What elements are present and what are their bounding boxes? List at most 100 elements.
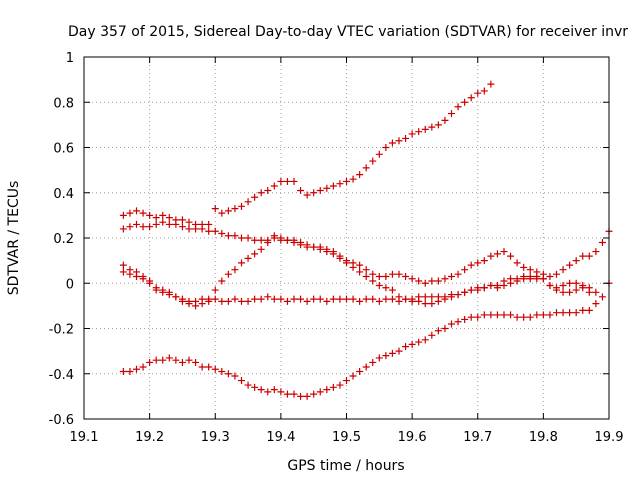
- data-point: [303, 392, 311, 400]
- data-point: [356, 261, 364, 269]
- data-point: [415, 338, 423, 346]
- data-point: [310, 243, 318, 251]
- data-point: [192, 302, 200, 310]
- data-point: [592, 288, 600, 296]
- data-point: [579, 252, 587, 260]
- data-point: [277, 236, 285, 244]
- data-point: [244, 198, 252, 206]
- data-point: [323, 386, 331, 394]
- data-point: [454, 270, 462, 278]
- data-point: [585, 288, 593, 296]
- data-point: [441, 295, 449, 303]
- data-point: [493, 311, 501, 319]
- data-point: [382, 352, 390, 360]
- data-point: [218, 277, 226, 285]
- data-point: [448, 293, 455, 301]
- data-point: [211, 205, 219, 213]
- data-point: [487, 311, 495, 319]
- data-point: [159, 218, 167, 226]
- data-point: [434, 277, 442, 285]
- y-tick-label: -0.6: [49, 413, 74, 428]
- x-tick-labels: 19.1 19.2 19.3 19.4 19.5 19.6 19.7 19.8 19.9: [70, 430, 624, 445]
- data-point: [316, 295, 324, 303]
- data-point: [408, 130, 416, 138]
- y-tick-label: -0.2: [49, 323, 74, 338]
- data-point: [264, 388, 272, 396]
- data-point: [480, 311, 488, 319]
- data-point: [251, 236, 259, 244]
- data-point: [395, 137, 403, 145]
- data-point: [224, 232, 232, 240]
- data-point: [343, 377, 350, 385]
- data-point: [592, 300, 600, 308]
- data-point: [493, 250, 501, 258]
- data-point: [467, 261, 475, 269]
- data-point: [559, 266, 567, 274]
- data-point: [211, 365, 219, 373]
- data-point: [343, 295, 350, 303]
- data-point: [428, 123, 436, 131]
- data-point: [343, 177, 350, 185]
- data-point: [323, 297, 331, 305]
- data-point: [119, 268, 127, 276]
- data-point: [434, 327, 442, 335]
- data-point: [297, 239, 305, 247]
- data-point: [224, 370, 232, 378]
- data-point: [257, 189, 265, 197]
- data-point: [159, 356, 167, 364]
- data-point: [487, 80, 495, 88]
- data-point: [388, 139, 396, 147]
- data-point: [283, 236, 291, 244]
- data-point: [336, 381, 344, 389]
- data-point: [493, 282, 501, 290]
- grid-layer: [84, 57, 609, 419]
- data-point: [277, 295, 285, 303]
- data-point: [428, 331, 436, 339]
- data-point: [119, 367, 127, 375]
- data-point: [316, 245, 324, 253]
- y-axis-label: SDTVAR / TECUs: [6, 181, 22, 296]
- data-point: [566, 288, 574, 296]
- data-point: [428, 293, 436, 301]
- data-point: [513, 259, 521, 267]
- data-point: [297, 186, 305, 194]
- data-point: [395, 347, 403, 355]
- data-point: [454, 291, 462, 299]
- data-point: [231, 372, 239, 380]
- data-point: [434, 297, 442, 305]
- points-layer: [119, 80, 613, 400]
- data-point: [290, 236, 298, 244]
- data-point: [421, 300, 429, 308]
- data-point: [224, 270, 232, 278]
- data-point: [178, 297, 186, 305]
- data-point: [336, 295, 344, 303]
- data-point: [474, 313, 482, 321]
- x-tick-label: 19.6: [398, 430, 427, 445]
- series-track-rising-high: [119, 80, 495, 228]
- data-point: [507, 275, 515, 283]
- data-point: [553, 286, 560, 294]
- data-point: [421, 125, 429, 133]
- data-point: [270, 232, 278, 240]
- data-point: [238, 297, 245, 305]
- data-point: [362, 164, 370, 172]
- data-point: [592, 248, 600, 256]
- data-point: [231, 205, 239, 213]
- data-point: [244, 381, 252, 389]
- data-point: [251, 295, 259, 303]
- y-tick-label: 0.6: [53, 142, 74, 157]
- data-point: [421, 279, 429, 287]
- data-point: [356, 297, 364, 305]
- data-point: [231, 266, 239, 274]
- data-point: [559, 282, 567, 290]
- data-point: [238, 202, 245, 210]
- data-point: [251, 383, 259, 391]
- data-point: [185, 218, 193, 226]
- data-point: [566, 261, 574, 269]
- data-point: [185, 225, 193, 233]
- data-point: [257, 386, 265, 394]
- data-point: [218, 367, 226, 375]
- data-point: [375, 297, 383, 305]
- data-point: [382, 144, 390, 151]
